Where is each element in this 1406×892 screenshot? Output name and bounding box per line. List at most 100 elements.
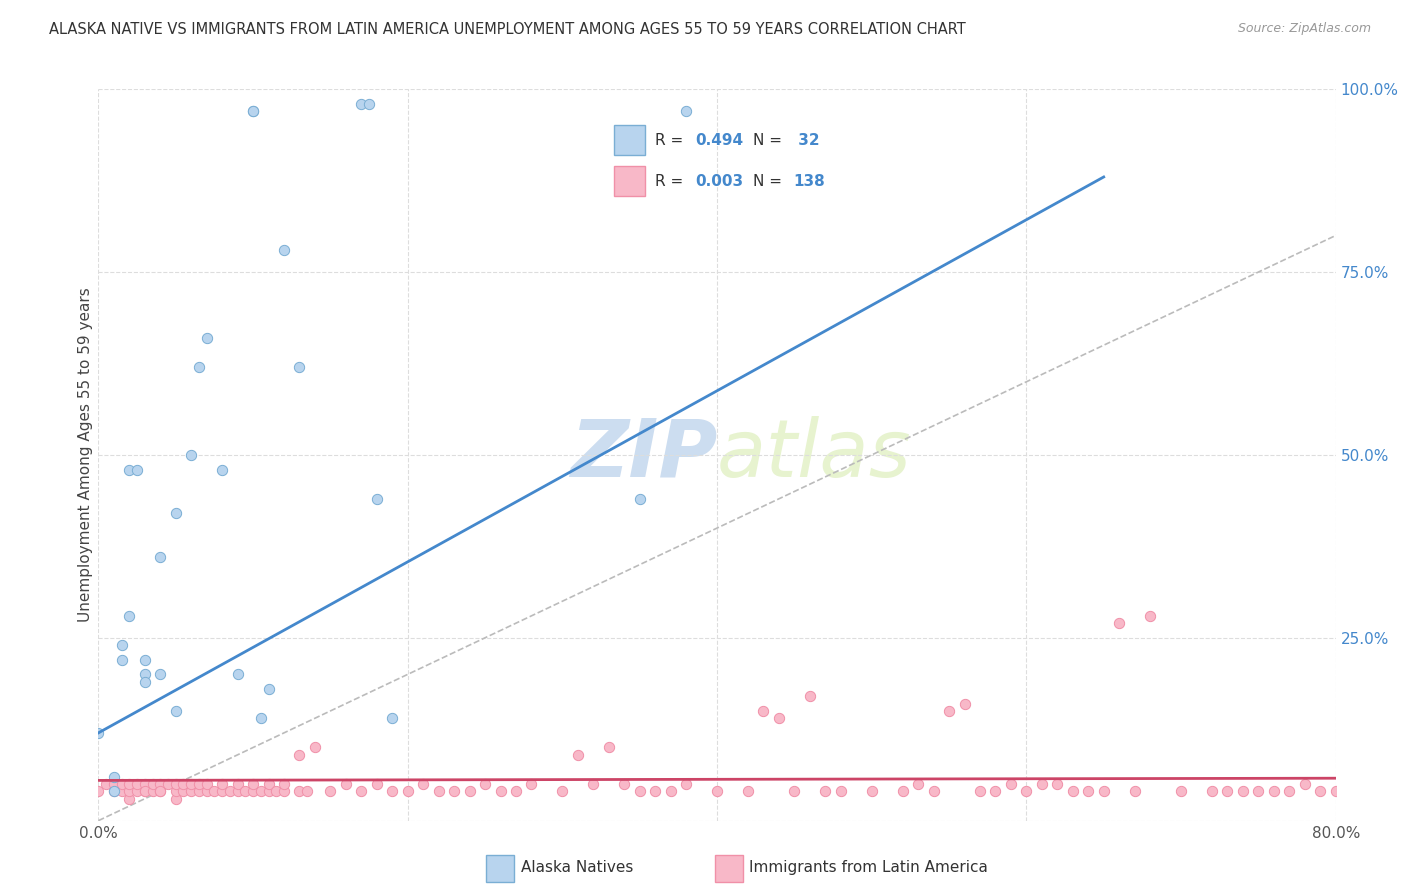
Text: Source: ZipAtlas.com: Source: ZipAtlas.com: [1237, 22, 1371, 36]
Point: [783, 784, 806, 798]
Point: [211, 777, 233, 791]
Point: [860, 784, 883, 798]
Point: [242, 104, 264, 119]
Point: [134, 777, 156, 791]
Point: [582, 777, 605, 791]
Point: [165, 507, 187, 521]
Point: [768, 711, 790, 725]
Point: [111, 638, 134, 652]
Point: [752, 704, 775, 718]
Point: [103, 784, 125, 798]
Point: [1324, 784, 1347, 798]
Point: [195, 777, 218, 791]
Point: [149, 777, 172, 791]
Point: [567, 747, 589, 762]
Point: [288, 747, 311, 762]
Point: [173, 777, 195, 791]
Point: [1278, 784, 1301, 798]
Point: [103, 784, 125, 798]
Text: atlas: atlas: [717, 416, 912, 494]
Point: [675, 104, 697, 119]
Bar: [486, 855, 515, 881]
Point: [188, 784, 211, 798]
Point: [489, 784, 512, 798]
Point: [111, 784, 134, 798]
Point: [273, 777, 295, 791]
Point: [1355, 777, 1378, 791]
Point: [628, 491, 651, 506]
Point: [165, 791, 187, 805]
Point: [257, 777, 280, 791]
Point: [142, 784, 165, 798]
Point: [412, 777, 434, 791]
Point: [118, 608, 141, 623]
Point: [1232, 784, 1254, 798]
Point: [165, 704, 187, 718]
Point: [319, 784, 342, 798]
Bar: [614, 166, 645, 196]
Text: ALASKA NATIVE VS IMMIGRANTS FROM LATIN AMERICA UNEMPLOYMENT AMONG AGES 55 TO 59 : ALASKA NATIVE VS IMMIGRANTS FROM LATIN A…: [49, 22, 966, 37]
Point: [195, 784, 218, 798]
Point: [165, 784, 187, 798]
Point: [142, 777, 165, 791]
Point: [226, 777, 249, 791]
Point: [111, 777, 134, 791]
Point: [520, 777, 543, 791]
Point: [111, 653, 134, 667]
Point: [127, 462, 149, 476]
Point: [118, 784, 141, 798]
Point: [134, 667, 156, 681]
Point: [598, 740, 620, 755]
Point: [87, 726, 110, 740]
Text: R =: R =: [655, 174, 688, 188]
Point: [250, 711, 273, 725]
Point: [180, 777, 202, 791]
Point: [1092, 784, 1115, 798]
Point: [96, 777, 118, 791]
Point: [1000, 777, 1022, 791]
Point: [87, 784, 110, 798]
Point: [257, 681, 280, 696]
Point: [211, 784, 233, 798]
Point: [1031, 777, 1053, 791]
Point: [474, 777, 496, 791]
Point: [396, 784, 419, 798]
Point: [235, 784, 257, 798]
Point: [1386, 784, 1406, 798]
Point: [366, 777, 388, 791]
Point: [118, 462, 141, 476]
Point: [134, 784, 156, 798]
Text: N =: N =: [752, 133, 786, 147]
Point: [188, 777, 211, 791]
Point: [157, 777, 180, 791]
Point: [706, 784, 728, 798]
Text: Alaska Natives: Alaska Natives: [520, 860, 633, 875]
Point: [1015, 784, 1038, 798]
Text: 0.003: 0.003: [696, 174, 744, 188]
Point: [149, 550, 172, 565]
Point: [266, 784, 288, 798]
Point: [273, 784, 295, 798]
Point: [242, 104, 264, 119]
Point: [1263, 784, 1285, 798]
Point: [938, 704, 960, 718]
Point: [297, 784, 319, 798]
Point: [953, 697, 976, 711]
Point: [288, 360, 311, 375]
Point: [443, 784, 465, 798]
Point: [1201, 784, 1223, 798]
Point: [103, 777, 125, 791]
Point: [242, 777, 264, 791]
Point: [335, 777, 357, 791]
Point: [1216, 784, 1239, 798]
Point: [551, 784, 574, 798]
Point: [134, 784, 156, 798]
Point: [149, 784, 172, 798]
Point: [675, 777, 697, 791]
Point: [644, 784, 666, 798]
Point: [659, 784, 682, 798]
Point: [165, 777, 187, 791]
Point: [922, 784, 945, 798]
Point: [907, 777, 929, 791]
Point: [195, 331, 218, 345]
